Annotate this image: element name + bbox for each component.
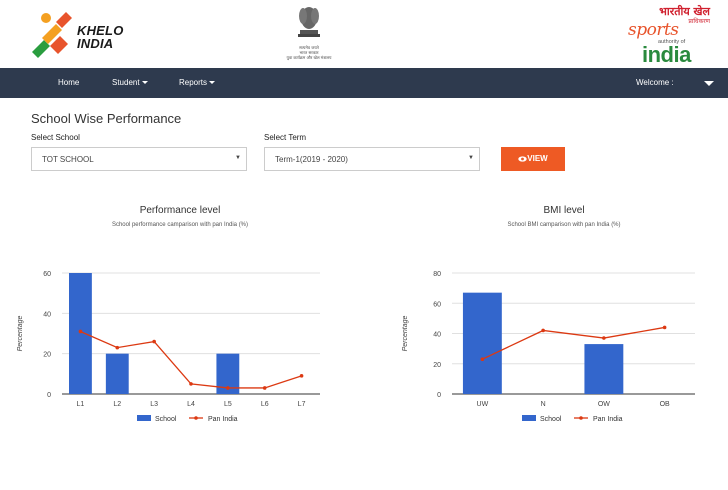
x-tick-label: OB — [660, 401, 670, 408]
y-tick-label: 60 — [433, 301, 441, 308]
pan-india-point — [480, 357, 485, 362]
school-bar — [584, 344, 624, 394]
select-school-label: Select School — [31, 133, 80, 142]
eye-icon — [518, 155, 527, 162]
legend-school-swatch — [137, 415, 151, 421]
pan-india-point — [541, 328, 545, 333]
sai-sports-text: sports — [628, 20, 679, 40]
y-tick-label: 0 — [437, 392, 441, 399]
term-select-value: Term-1(2019 - 2020) — [275, 155, 348, 164]
nav-reports[interactable]: Reports — [179, 78, 216, 87]
y-tick-label: 0 — [47, 392, 51, 399]
performance-chart-subtitle: School performance camparison with pan I… — [111, 222, 249, 228]
y-tick-label: 40 — [43, 311, 51, 318]
bmi-level-chart: 0 20 40 60 80 Percentage UW N OW OB School Pan Indi… — [402, 271, 695, 423]
y-tick-label: 20 — [433, 362, 441, 369]
select-term-label: Select Term — [264, 133, 307, 142]
x-tick-label: OW — [598, 401, 610, 408]
legend-pan-india-marker — [579, 416, 583, 420]
pan-india-line — [482, 326, 665, 360]
select-arrow-icon: ▼ — [235, 155, 241, 161]
nav-student[interactable]: Student — [112, 78, 148, 87]
nav-welcome: Welcome : — [636, 78, 674, 87]
performance-chart-title: Performance level — [139, 205, 221, 216]
nav-student-label: Student — [112, 78, 140, 87]
pan-india-point — [226, 386, 230, 390]
bmi-chart-title: BMI level — [543, 205, 585, 216]
legend-pan-india-marker — [194, 416, 198, 420]
main-navbar: Home Student Reports Welcome : — [0, 68, 728, 98]
x-tick-label: L6 — [261, 401, 269, 408]
chevron-down-icon — [141, 81, 148, 85]
pan-india-point — [152, 339, 156, 344]
user-menu-dropdown-icon[interactable] — [704, 81, 714, 86]
y-tick-label: 20 — [43, 352, 51, 359]
legend-pan-india-label: Pan India — [593, 416, 623, 423]
y-tick-label: 40 — [433, 332, 441, 339]
sai-india-text: india — [642, 42, 691, 67]
khelo-india-logo[interactable]: KHELO INDIA — [30, 8, 130, 62]
sai-hindi-line-1: भारतीय खेल — [659, 5, 710, 18]
page-title: School Wise Performance — [31, 111, 182, 126]
pan-india-point — [78, 329, 83, 334]
view-button-label: VIEW — [527, 154, 548, 163]
bmi-chart-subtitle: School BMI camparison with pan India (%) — [507, 222, 621, 228]
school-bar — [462, 292, 502, 394]
legend-school-swatch — [522, 415, 536, 421]
x-tick-label: L3 — [150, 401, 158, 408]
select-arrow-icon: ▼ — [468, 155, 474, 161]
national-emblem-logo: सत्यमेव जयते भारत सरकार युवा कार्यक्रम औ… — [278, 4, 340, 64]
term-select[interactable]: Term-1(2019 - 2020) ▼ — [264, 147, 480, 171]
x-tick-label: L5 — [224, 401, 232, 408]
x-tick-label: L1 — [77, 401, 85, 408]
sai-authority-text: authority of — [658, 39, 686, 45]
emblem-caption-1: सत्यमेव जयते — [299, 45, 319, 50]
x-tick-label: L7 — [298, 401, 306, 408]
school-bar — [105, 353, 129, 394]
y-axis-label: Percentage — [402, 315, 409, 351]
y-tick-label: 60 — [43, 271, 51, 278]
emblem-caption-3: युवा कार्यक्रम और खेल मंत्रालय — [286, 55, 332, 60]
legend-school-label: School — [540, 416, 562, 423]
y-tick-label: 80 — [433, 271, 441, 278]
x-tick-label: L2 — [113, 401, 121, 408]
view-button[interactable]: VIEW — [501, 147, 565, 171]
legend-school-label: School — [155, 416, 177, 423]
pan-india-point — [189, 382, 193, 386]
chevron-down-icon — [209, 81, 216, 85]
school-select-value: TOT SCHOOL — [42, 155, 94, 164]
nav-home[interactable]: Home — [58, 78, 80, 87]
x-tick-label: UW — [477, 401, 489, 408]
sports-authority-of-india-logo[interactable]: भारतीय खेल प्राधिकरण sports authority of… — [626, 4, 718, 67]
khelo-india-logo-text: KHELO INDIA — [77, 23, 124, 51]
header-bar: KHELO INDIA सत्यमेव जयते भारत सरकार युवा… — [0, 0, 728, 68]
x-tick-label: L4 — [187, 401, 195, 408]
pan-india-point — [602, 336, 606, 340]
pan-india-point — [262, 386, 267, 390]
khelo-india-runner-icon — [32, 12, 72, 58]
ashoka-emblem-icon — [298, 7, 320, 37]
pan-india-point — [115, 345, 120, 350]
y-axis-label: Percentage — [17, 315, 24, 351]
school-bar — [216, 353, 240, 394]
sai-hindi-line-2: प्राधिकरण — [688, 18, 710, 25]
pan-india-point — [662, 325, 667, 330]
nav-reports-label: Reports — [179, 78, 208, 87]
x-tick-label: N — [541, 401, 546, 408]
legend-pan-india-label: Pan India — [208, 416, 238, 423]
school-select[interactable]: TOT SCHOOL ▼ — [31, 147, 247, 171]
performance-level-chart: 0 20 40 60 Percentage L1 L2 L3 L4 L5 L6 L7 School Pan… — [17, 271, 320, 423]
school-bar — [69, 273, 92, 394]
emblem-caption-2: भारत सरकार — [299, 50, 319, 55]
pan-india-point — [299, 374, 304, 378]
